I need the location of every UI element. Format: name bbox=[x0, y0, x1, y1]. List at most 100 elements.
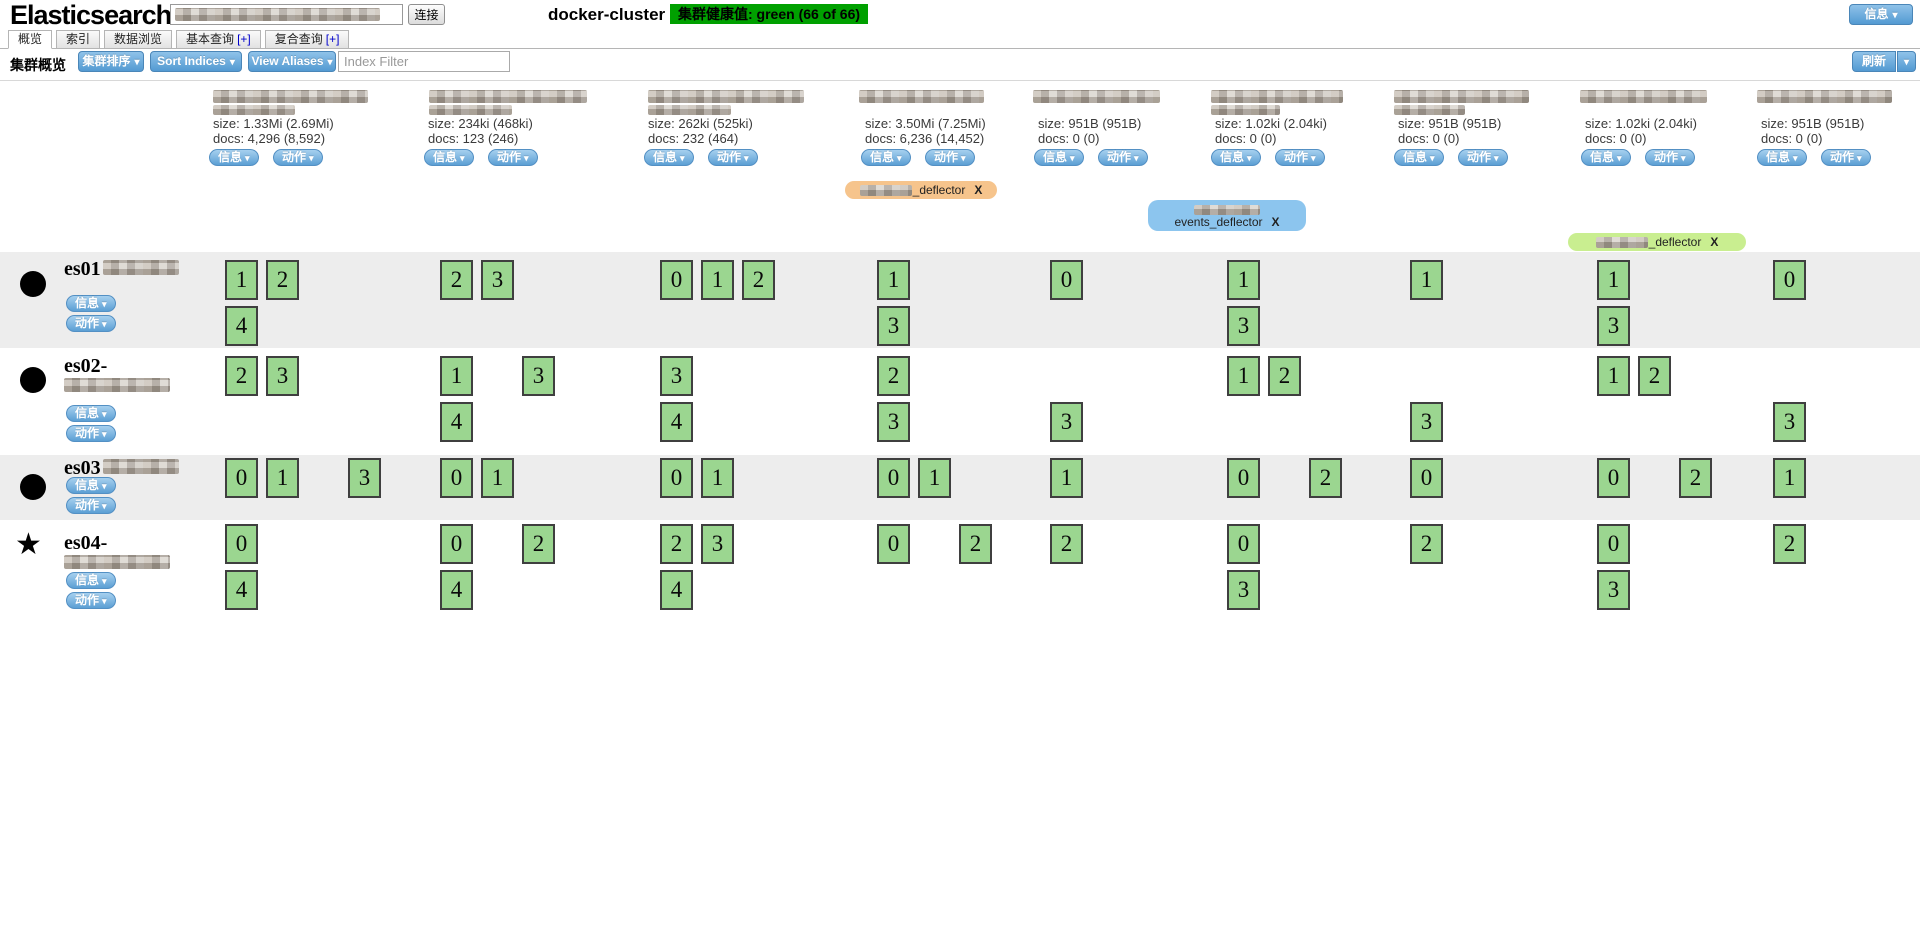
shard-box[interactable]: 1 bbox=[1773, 458, 1806, 498]
index-info-button[interactable]: 信息 ▾ bbox=[644, 149, 694, 166]
tab-indices[interactable]: 索引 bbox=[56, 30, 101, 49]
node-action-button[interactable]: 动作 ▾ bbox=[66, 592, 116, 609]
shard-box[interactable]: 2 bbox=[1638, 356, 1671, 396]
shard-box[interactable]: 1 bbox=[1597, 356, 1630, 396]
index-action-button[interactable]: 动作 ▾ bbox=[273, 149, 323, 166]
shard-box[interactable]: 4 bbox=[225, 570, 258, 610]
shard-box[interactable]: 1 bbox=[918, 458, 951, 498]
remove-alias-icon[interactable]: X bbox=[1271, 215, 1280, 229]
shard-box[interactable]: 0 bbox=[877, 524, 910, 564]
remove-alias-icon[interactable]: X bbox=[1710, 235, 1719, 249]
shard-box[interactable]: 1 bbox=[1227, 356, 1260, 396]
tab-basic-query[interactable]: 基本查询 [+] bbox=[176, 30, 261, 49]
shard-box[interactable]: 3 bbox=[660, 356, 693, 396]
index-info-button[interactable]: 信息 ▾ bbox=[1757, 149, 1807, 166]
shard-box[interactable]: 0 bbox=[225, 524, 258, 564]
index-action-button[interactable]: 动作 ▾ bbox=[1645, 149, 1695, 166]
shard-box[interactable]: 2 bbox=[959, 524, 992, 564]
shard-box[interactable]: 3 bbox=[266, 356, 299, 396]
alias-tag[interactable]: _deflector X bbox=[845, 181, 997, 199]
shard-box[interactable]: 2 bbox=[225, 356, 258, 396]
refresh-button[interactable]: 刷新 bbox=[1852, 51, 1896, 72]
shard-box[interactable]: 0 bbox=[1410, 458, 1443, 498]
shard-box[interactable]: 1 bbox=[440, 356, 473, 396]
index-info-button[interactable]: 信息 ▾ bbox=[1034, 149, 1084, 166]
node-info-button[interactable]: 信息 ▾ bbox=[66, 405, 116, 422]
node-action-button[interactable]: 动作 ▾ bbox=[66, 497, 116, 514]
index-action-button[interactable]: 动作 ▾ bbox=[1098, 149, 1148, 166]
remove-alias-icon[interactable]: X bbox=[974, 183, 983, 197]
index-action-button[interactable]: 动作 ▾ bbox=[1458, 149, 1508, 166]
shard-box[interactable]: 1 bbox=[1410, 260, 1443, 300]
shard-box[interactable]: 1 bbox=[481, 458, 514, 498]
cluster-sort-button[interactable]: 集群排序 ▾ bbox=[78, 51, 144, 72]
tab-data-browser[interactable]: 数据浏览 bbox=[104, 30, 173, 49]
shard-box[interactable]: 1 bbox=[701, 260, 734, 300]
shard-box[interactable]: 2 bbox=[742, 260, 775, 300]
node-info-button[interactable]: 信息 ▾ bbox=[66, 295, 116, 312]
shard-box[interactable]: 2 bbox=[1309, 458, 1342, 498]
shard-box[interactable]: 4 bbox=[225, 306, 258, 346]
shard-box[interactable]: 3 bbox=[877, 306, 910, 346]
shard-box[interactable]: 3 bbox=[1597, 306, 1630, 346]
shard-box[interactable]: 3 bbox=[481, 260, 514, 300]
index-info-button[interactable]: 信息 ▾ bbox=[424, 149, 474, 166]
shard-box[interactable]: 3 bbox=[348, 458, 381, 498]
refresh-dropdown-button[interactable]: ▾ bbox=[1897, 51, 1916, 72]
index-info-button[interactable]: 信息 ▾ bbox=[861, 149, 911, 166]
shard-box[interactable]: 3 bbox=[1050, 402, 1083, 442]
shard-box[interactable]: 2 bbox=[1268, 356, 1301, 396]
node-info-button[interactable]: 信息 ▾ bbox=[66, 572, 116, 589]
shard-box[interactable]: 3 bbox=[1410, 402, 1443, 442]
index-action-button[interactable]: 动作 ▾ bbox=[1821, 149, 1871, 166]
alias-tag[interactable]: _deflector X bbox=[1568, 233, 1746, 251]
shard-box[interactable]: 2 bbox=[440, 260, 473, 300]
shard-box[interactable]: 1 bbox=[1227, 260, 1260, 300]
index-info-button[interactable]: 信息 ▾ bbox=[1394, 149, 1444, 166]
shard-box[interactable]: 0 bbox=[225, 458, 258, 498]
node-action-button[interactable]: 动作 ▾ bbox=[66, 315, 116, 332]
index-action-button[interactable]: 动作 ▾ bbox=[1275, 149, 1325, 166]
index-info-button[interactable]: 信息 ▾ bbox=[1581, 149, 1631, 166]
shard-box[interactable]: 4 bbox=[660, 402, 693, 442]
alias-tag[interactable]: events_deflector X bbox=[1148, 200, 1306, 231]
info-dropdown-button[interactable]: 信息 ▾ bbox=[1849, 4, 1913, 25]
shard-box[interactable]: 2 bbox=[522, 524, 555, 564]
index-action-button[interactable]: 动作 ▾ bbox=[708, 149, 758, 166]
shard-box[interactable]: 3 bbox=[1597, 570, 1630, 610]
sort-indices-button[interactable]: Sort Indices ▾ bbox=[150, 51, 242, 72]
view-aliases-button[interactable]: View Aliases ▾ bbox=[248, 51, 336, 72]
shard-box[interactable]: 0 bbox=[1773, 260, 1806, 300]
shard-box[interactable]: 2 bbox=[266, 260, 299, 300]
connection-url-input[interactable] bbox=[170, 4, 403, 25]
index-filter-input[interactable] bbox=[338, 51, 510, 72]
index-info-button[interactable]: 信息 ▾ bbox=[1211, 149, 1261, 166]
tab-compound-query[interactable]: 复合查询 [+] bbox=[264, 30, 350, 49]
node-info-button[interactable]: 信息 ▾ bbox=[66, 477, 116, 494]
shard-box[interactable]: 0 bbox=[1227, 458, 1260, 498]
shard-box[interactable]: 1 bbox=[877, 260, 910, 300]
shard-box[interactable]: 2 bbox=[1410, 524, 1443, 564]
index-info-button[interactable]: 信息 ▾ bbox=[209, 149, 259, 166]
shard-box[interactable]: 4 bbox=[440, 402, 473, 442]
shard-box[interactable]: 0 bbox=[1597, 524, 1630, 564]
shard-box[interactable]: 1 bbox=[701, 458, 734, 498]
shard-box[interactable]: 0 bbox=[1227, 524, 1260, 564]
shard-box[interactable]: 1 bbox=[1597, 260, 1630, 300]
shard-box[interactable]: 0 bbox=[660, 260, 693, 300]
node-action-button[interactable]: 动作 ▾ bbox=[66, 425, 116, 442]
shard-box[interactable]: 4 bbox=[440, 570, 473, 610]
shard-box[interactable]: 1 bbox=[225, 260, 258, 300]
connect-button[interactable]: 连接 bbox=[408, 4, 445, 25]
shard-box[interactable]: 0 bbox=[660, 458, 693, 498]
shard-box[interactable]: 2 bbox=[660, 524, 693, 564]
index-action-button[interactable]: 动作 ▾ bbox=[925, 149, 975, 166]
shard-box[interactable]: 3 bbox=[701, 524, 734, 564]
shard-box[interactable]: 1 bbox=[1050, 458, 1083, 498]
shard-box[interactable]: 3 bbox=[1227, 306, 1260, 346]
shard-box[interactable]: 0 bbox=[1050, 260, 1083, 300]
shard-box[interactable]: 2 bbox=[1773, 524, 1806, 564]
shard-box[interactable]: 2 bbox=[1679, 458, 1712, 498]
shard-box[interactable]: 3 bbox=[522, 356, 555, 396]
shard-box[interactable]: 3 bbox=[877, 402, 910, 442]
